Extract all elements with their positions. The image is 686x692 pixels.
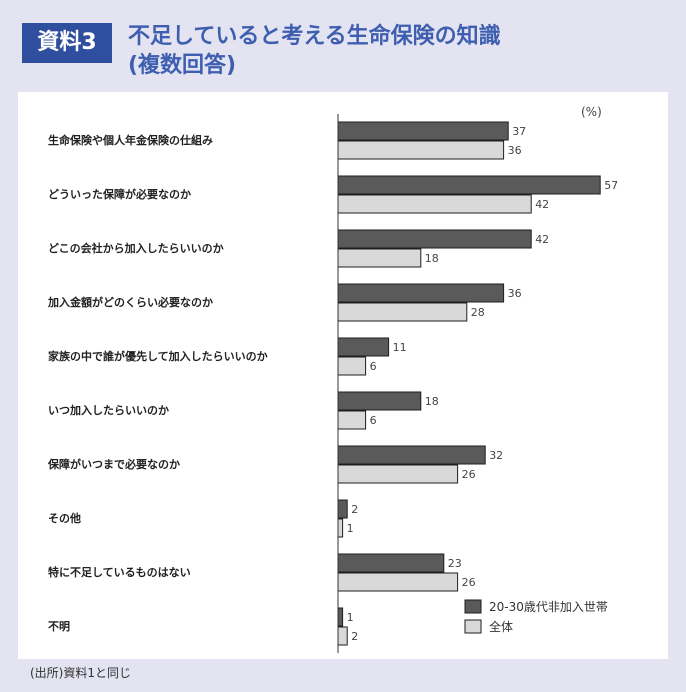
bar (337, 445, 486, 465)
legend-label: 20-30歳代非加入世帯 (489, 600, 608, 614)
data-label: 11 (393, 341, 407, 354)
data-label: 42 (535, 233, 549, 246)
data-label: 36 (508, 287, 522, 300)
data-label: 1 (347, 522, 354, 535)
data-label: 6 (370, 414, 377, 427)
category-label: いつ加入したらいいのか (48, 403, 169, 417)
data-label: 1 (347, 611, 354, 624)
bar (337, 356, 367, 376)
data-label: 42 (535, 198, 549, 211)
category-label: 家族の中で誰が優先して加入したらいいのか (48, 349, 268, 363)
data-label: 18 (425, 252, 439, 265)
bar (337, 518, 344, 538)
bar-chart: (%) 生命保険や個人年金保険の仕組み 37 36 どういった保障が必要なのか 57 42 ど… (47, 105, 618, 653)
data-label: 37 (512, 125, 526, 138)
chart-title-line1: 不足していると考える生命保険の知識 (128, 24, 501, 49)
bar (337, 464, 459, 484)
bar (337, 553, 445, 573)
category-label: どういった保障が必要なのか (48, 187, 191, 201)
legend-swatch (464, 619, 482, 634)
data-label: 32 (489, 449, 503, 462)
unit-label: (%) (581, 105, 602, 119)
legend-swatch (464, 599, 482, 614)
figure-badge: 資料3 (22, 23, 112, 63)
legend-label: 全体 (489, 619, 513, 634)
data-label: 2 (351, 630, 358, 643)
header: 資料3 不足していると考える生命保険の知識 (複数回答) (0, 0, 686, 92)
category-label: 生命保険や個人年金保険の仕組み (48, 133, 213, 147)
bar (337, 121, 509, 141)
data-label: 18 (425, 395, 439, 408)
bar (337, 337, 390, 357)
data-label: 28 (471, 306, 485, 319)
bar (337, 175, 601, 195)
bar (337, 229, 532, 249)
bar (337, 283, 505, 303)
bar (337, 302, 468, 322)
data-label: 2 (351, 503, 358, 516)
bar (337, 391, 422, 411)
bar (337, 572, 459, 592)
data-label: 36 (508, 144, 522, 157)
source-note: (出所)資料1と同じ (30, 666, 131, 680)
data-label: 23 (448, 557, 462, 570)
category-label: 保障がいつまで必要なのか (47, 457, 180, 471)
bar (337, 410, 367, 430)
category-label: 特に不足しているものはない (48, 565, 191, 579)
data-label: 26 (462, 576, 476, 589)
chart-panel: (%) 生命保険や個人年金保険の仕組み 37 36 どういった保障が必要なのか 57 42 ど… (18, 92, 668, 659)
bar (337, 607, 344, 627)
data-label: 57 (604, 179, 618, 192)
chart-title: 不足していると考える生命保険の知識 (複数回答) (128, 22, 668, 80)
bar (337, 248, 422, 268)
bar (337, 499, 348, 519)
bar (337, 194, 532, 214)
bar (337, 140, 505, 160)
bar (337, 626, 348, 646)
chart-title-line2: (複数回答) (128, 53, 237, 78)
category-label: 加入金額がどのくらい必要なのか (47, 295, 213, 309)
category-label: どこの会社から加入したらいいのか (48, 241, 224, 255)
data-label: 6 (370, 360, 377, 373)
category-label: その他 (48, 511, 81, 525)
category-label: 不明 (48, 620, 70, 633)
data-label: 26 (462, 468, 476, 481)
